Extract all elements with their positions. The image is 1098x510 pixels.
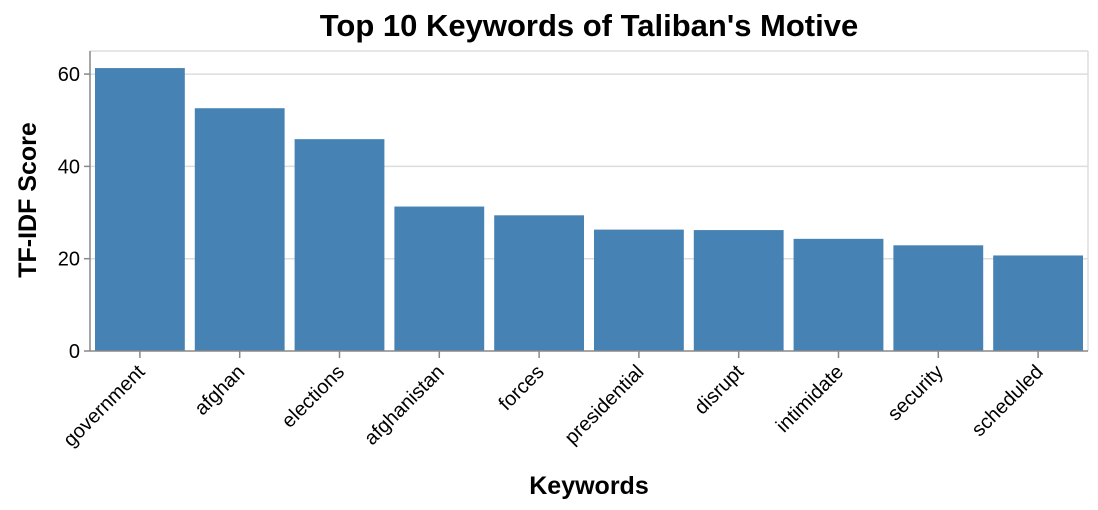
x-tick-label-intimidate: intimidate xyxy=(772,361,848,437)
x-tick-label-afghan: afghan xyxy=(190,361,249,420)
bar-afghan xyxy=(194,108,285,351)
y-tick-label: 60 xyxy=(58,64,80,86)
y-tick-label: 0 xyxy=(69,341,80,363)
chart-title: Top 10 Keywords of Taliban's Motive xyxy=(320,8,858,43)
bar-afghanistan xyxy=(394,206,485,351)
bar-government xyxy=(94,68,185,352)
bar-scheduled xyxy=(993,255,1084,351)
bar-presidential xyxy=(593,229,684,351)
bar-disrupt xyxy=(693,230,784,351)
bar-forces xyxy=(494,215,585,351)
x-tick-label-government: government xyxy=(59,361,150,452)
x-tick-label-afghanistan: afghanistan xyxy=(360,361,449,450)
bar-elections xyxy=(294,139,385,351)
x-tick-label-disrupt: disrupt xyxy=(690,361,748,419)
y-tick-label: 20 xyxy=(58,249,80,271)
x-tick-label-scheduled: scheduled xyxy=(968,361,1048,441)
x-tick-label-elections: elections xyxy=(278,361,349,432)
x-axis-title: Keywords xyxy=(529,472,648,500)
x-tick-label-security: security xyxy=(884,361,948,425)
bars xyxy=(94,68,1084,352)
y-tick-label: 40 xyxy=(58,156,80,178)
x-tick-label-forces: forces xyxy=(495,361,549,415)
y-axis-title: TF-IDF Score xyxy=(14,122,42,278)
bar-intimidate xyxy=(793,238,884,351)
bar-security xyxy=(893,245,984,351)
x-tick-label-presidential: presidential xyxy=(561,361,649,449)
